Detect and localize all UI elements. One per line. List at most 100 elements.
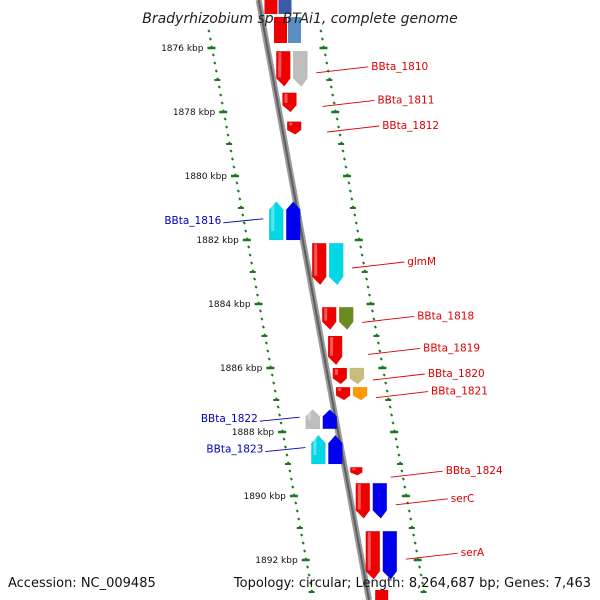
guide-dot <box>307 573 311 577</box>
guide-dot <box>415 549 419 553</box>
gene-arrow[interactable] <box>350 466 363 476</box>
guide-dot <box>366 285 370 289</box>
gene-label[interactable]: serC <box>451 493 475 505</box>
gene-BBta_1811[interactable] <box>282 92 297 113</box>
guide-dot <box>305 565 310 569</box>
gene-highlight <box>307 410 311 420</box>
gene-features <box>264 0 398 600</box>
guide-dot <box>420 581 425 585</box>
label-leader <box>259 416 300 422</box>
gene-label[interactable]: BBta_1821 <box>431 386 488 398</box>
gene-paired-feature[interactable] <box>328 434 343 465</box>
gene-highlight <box>284 93 288 103</box>
gene-arrow[interactable] <box>282 92 297 113</box>
guide-dot <box>270 373 274 377</box>
topology-label: Topology: circular; Length: 8,264,687 bp… <box>233 576 591 591</box>
gene-arrow[interactable] <box>327 335 343 366</box>
guide-dot <box>303 549 307 553</box>
gene-BBta_1823[interactable] <box>311 434 343 465</box>
gene-arrow[interactable] <box>332 367 348 385</box>
gene-label[interactable]: BBta_1822 <box>201 413 258 425</box>
gene-glmM[interactable] <box>311 242 344 286</box>
guide-dot <box>250 261 254 265</box>
guide-dot <box>412 533 416 537</box>
gene-label[interactable]: BBta_1819 <box>423 342 480 354</box>
gene-BBta_1821[interactable] <box>335 386 368 401</box>
gene-highlight <box>338 388 342 391</box>
guide-dot <box>331 93 335 97</box>
kbp-label: 1880 kbp <box>185 172 228 182</box>
gene-label[interactable]: BBta_1812 <box>382 120 439 132</box>
gene-label[interactable]: BBta_1811 <box>377 94 434 106</box>
kbp-label: 1876 kbp <box>161 44 204 54</box>
label-leader <box>362 315 415 323</box>
guide-dot <box>354 221 358 225</box>
gene-arrow[interactable] <box>286 121 302 135</box>
gene-arrow[interactable] <box>311 434 326 465</box>
gene-highlight <box>334 369 338 375</box>
guide-dot <box>278 413 282 417</box>
chromosome-track <box>255 0 372 600</box>
gene-BBta_1819[interactable] <box>327 335 343 366</box>
gene-arrow[interactable] <box>365 530 381 580</box>
gene-BBta_1820[interactable] <box>332 367 365 385</box>
gene-label[interactable]: BBta_1816 <box>164 215 221 227</box>
gene-paired-feature[interactable] <box>338 306 354 330</box>
gene-paired-feature[interactable] <box>382 530 398 580</box>
gene-BBta_1818[interactable] <box>321 306 354 330</box>
gene-serA[interactable] <box>365 530 398 580</box>
gene-BBta_1822[interactable] <box>305 409 338 430</box>
gene-arrow[interactable] <box>355 482 371 519</box>
kbp-label: 1884 kbp <box>208 300 251 310</box>
gene-label[interactable]: BBta_1824 <box>446 465 503 477</box>
gene-paired-feature[interactable] <box>293 50 308 87</box>
gene-label[interactable]: BBta_1810 <box>371 61 428 73</box>
gene-BBta_1810[interactable] <box>276 50 308 87</box>
guide-dot <box>373 325 377 329</box>
gene-label[interactable]: serA <box>461 547 485 559</box>
guide-dot <box>260 317 264 321</box>
guide-dot <box>401 477 405 481</box>
ruler-labels: 1876 kbp 1878 kbp 1880 kbp 1882 kbp 1884 kbp… <box>161 44 298 566</box>
gene-BBta_1816[interactable] <box>269 201 301 241</box>
gene-label[interactable]: glmM <box>407 256 436 268</box>
gene-fragment <box>264 0 278 14</box>
gene-arrow[interactable] <box>321 306 337 330</box>
guide-dot <box>379 357 383 361</box>
gene-BBta_1824[interactable] <box>350 466 363 476</box>
gene-label[interactable]: BBta_1820 <box>428 368 485 380</box>
label-leader <box>368 347 421 355</box>
gene-paired-feature[interactable] <box>349 367 365 385</box>
gene-arrow[interactable] <box>276 50 291 87</box>
label-leader <box>316 66 369 74</box>
guide-dot <box>226 133 230 137</box>
guide-dot <box>342 157 347 161</box>
label-leader <box>352 261 405 269</box>
guide-dot <box>255 293 260 297</box>
gene-arrow[interactable] <box>269 201 284 241</box>
gene-paired-feature[interactable] <box>322 409 338 430</box>
gene-label[interactable]: BBta_1818 <box>417 310 474 322</box>
guide-dot <box>295 509 299 513</box>
guide-dot <box>391 421 395 425</box>
guide-dot <box>388 405 392 409</box>
gene-paired-feature[interactable] <box>372 482 388 519</box>
guide-dot <box>378 349 382 353</box>
gene-arrow[interactable] <box>335 386 351 401</box>
gene-paired-feature[interactable] <box>286 201 301 241</box>
guide-dot <box>244 229 248 233</box>
gene-BBta_1812[interactable] <box>286 121 302 135</box>
gene-serC[interactable] <box>355 482 388 519</box>
guide-dot <box>282 437 286 441</box>
gene-paired-feature[interactable] <box>328 242 344 286</box>
gene-label[interactable]: BBta_1823 <box>206 444 263 456</box>
guide-dot <box>207 29 211 33</box>
gene-arrow[interactable] <box>305 409 321 430</box>
guide-dot <box>229 149 233 153</box>
guide-dot <box>359 245 363 249</box>
gene-arrow[interactable] <box>311 242 327 286</box>
guide-dot <box>407 509 411 513</box>
gene-paired-feature[interactable] <box>352 386 368 401</box>
guide-dot <box>236 189 240 193</box>
guide-dot <box>341 149 345 153</box>
